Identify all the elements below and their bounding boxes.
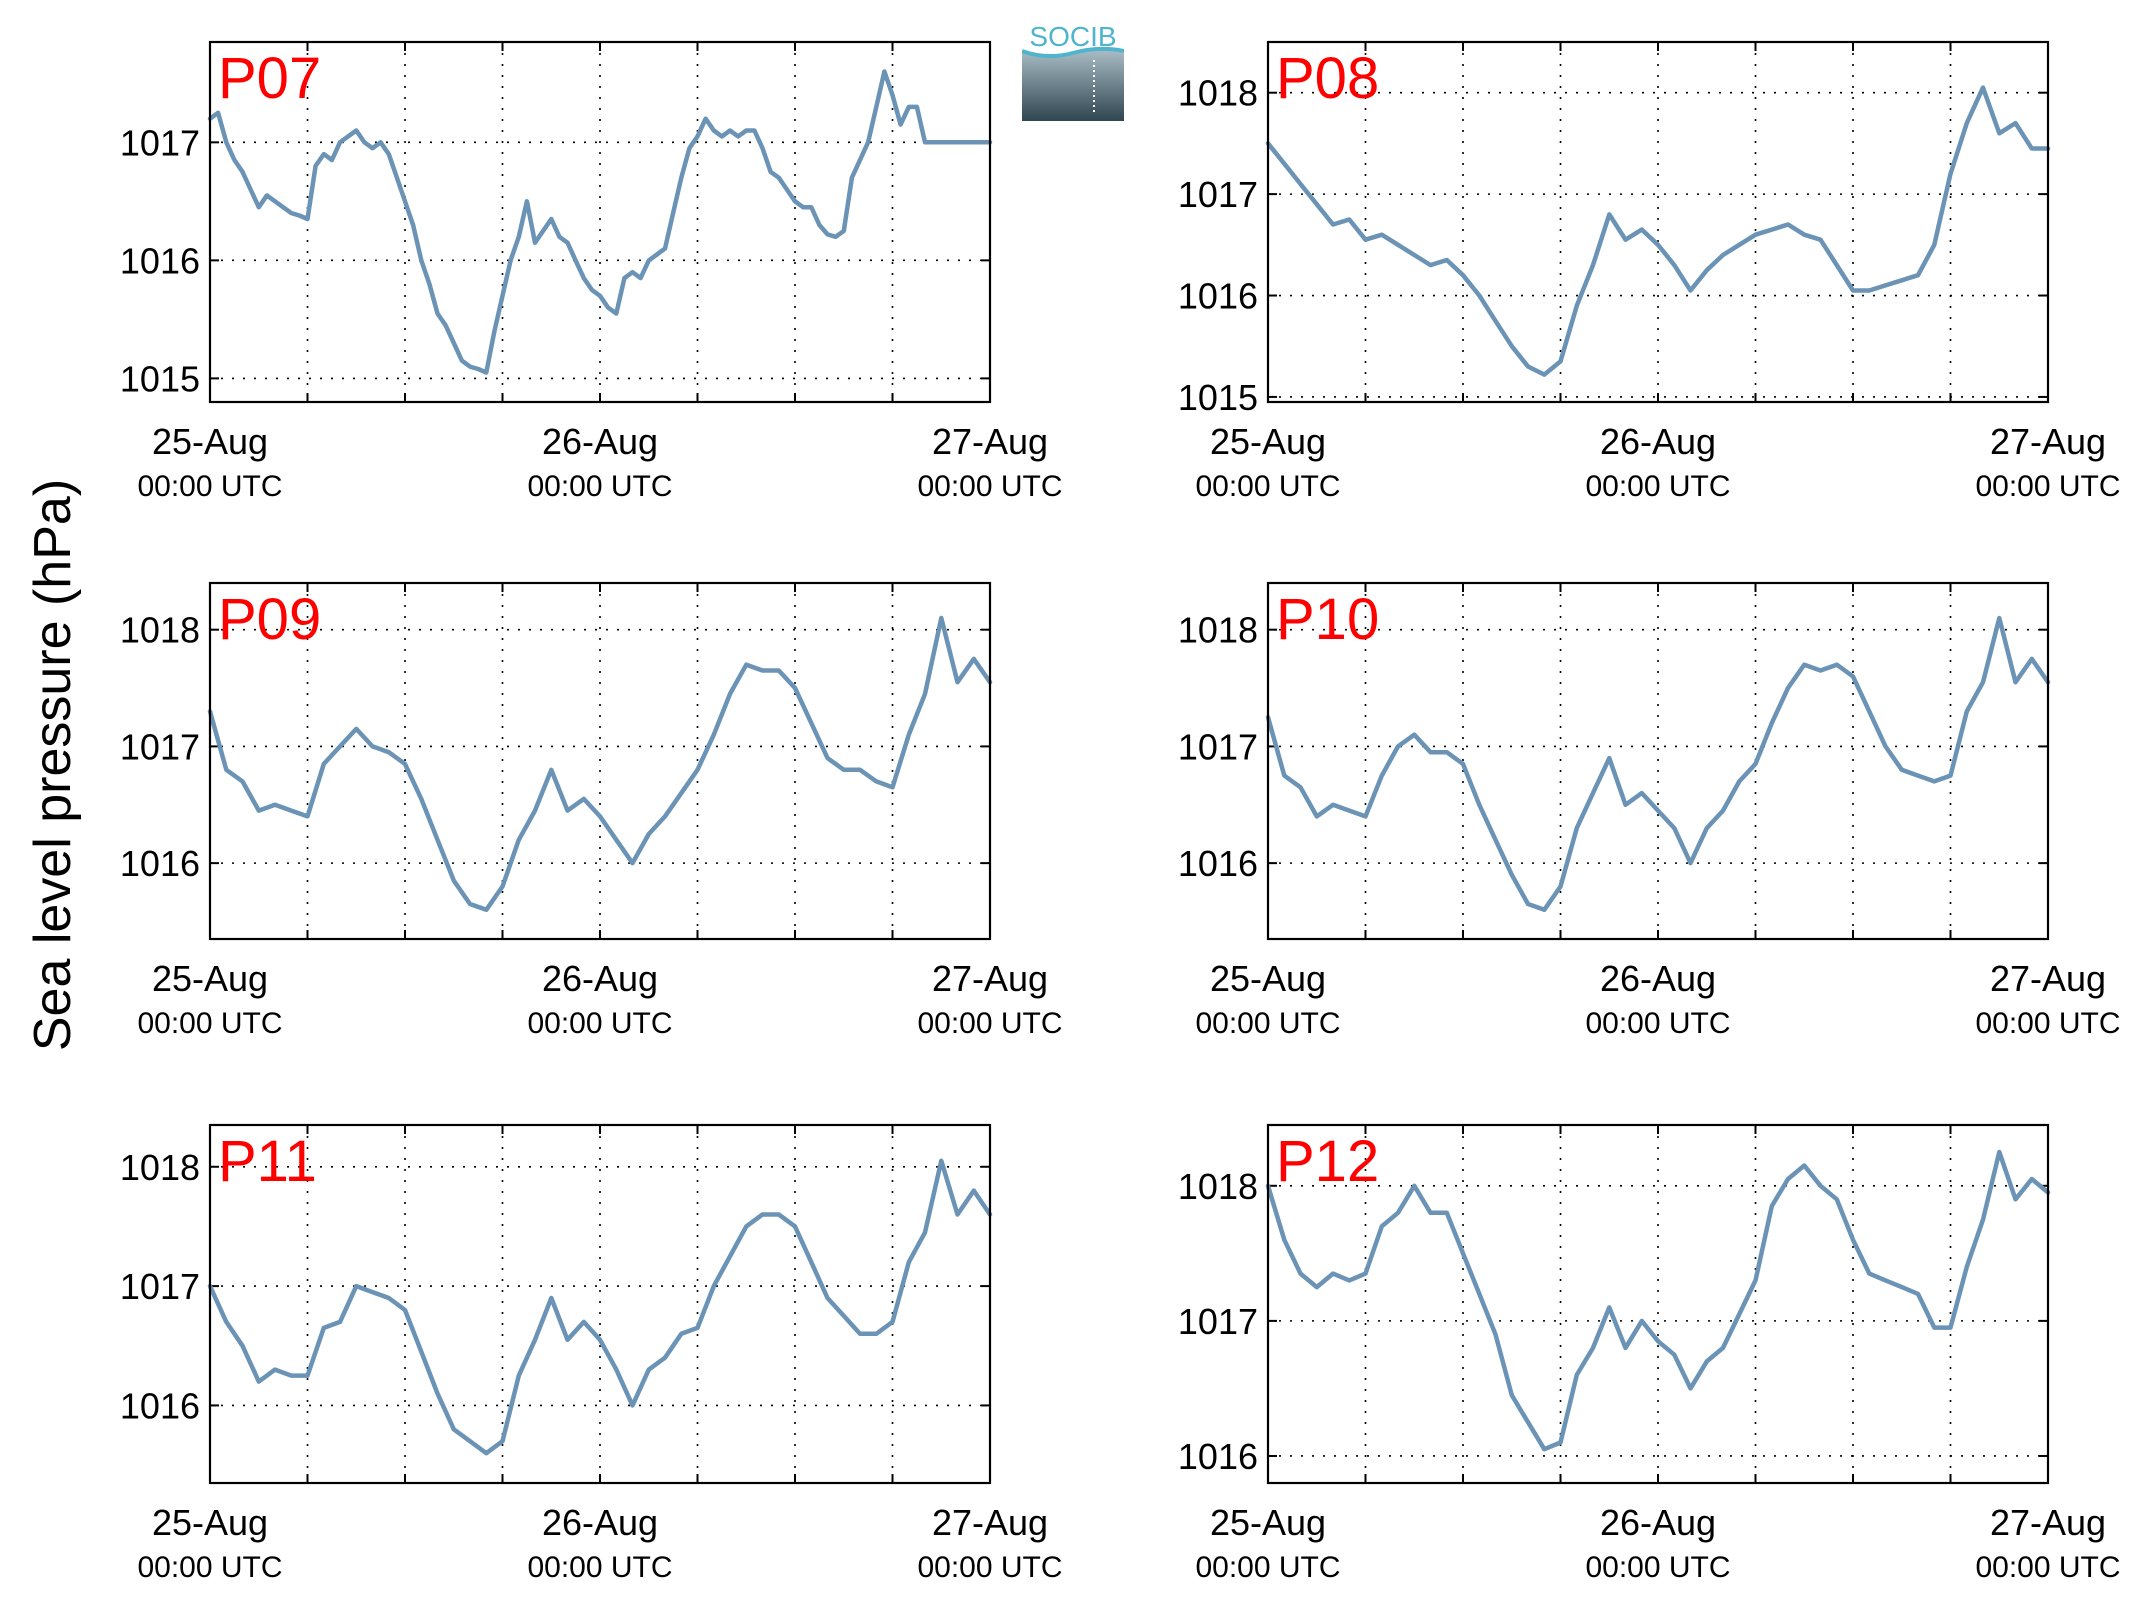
panel-p07: 1015 1016 1017 25-Aug 00:00 UTC 26-Aug 00:00 U… <box>120 40 1063 503</box>
x-tick-label-date: 26-Aug <box>1600 958 1716 999</box>
panel-p11: 1016 1017 1018 25-Aug 00:00 UTC 26-Aug 00:00 U… <box>120 1123 1063 1584</box>
x-tick-label-time: 00:00 UTC <box>917 1007 1062 1040</box>
chart-panels: 1015 1016 1017 25-Aug 00:00 UTC 26-Aug 00:00 U… <box>120 40 2121 1584</box>
y-tick-label: 1016 <box>1178 843 1258 884</box>
panel-label: P08 <box>1276 46 1379 111</box>
x-tick-label-time: 00:00 UTC <box>1975 1007 2120 1040</box>
y-tick-label: 1017 <box>120 726 200 767</box>
pressure-line-p09 <box>207 615 993 913</box>
panel-label: P09 <box>218 587 321 652</box>
x-tick-label-time: 00:00 UTC <box>1195 1007 1340 1040</box>
y-tick-label: 1016 <box>120 240 200 281</box>
axes-frame <box>1266 40 2050 404</box>
x-tick-label-time: 00:00 UTC <box>1195 470 1340 503</box>
axes-frame <box>208 581 992 941</box>
x-tick-label-date: 27-Aug <box>1990 958 2106 999</box>
y-tick-label: 1017 <box>1178 1301 1258 1342</box>
x-tick-label-date: 26-Aug <box>542 1502 658 1543</box>
y-tick-label: 1017 <box>1178 174 1258 215</box>
x-tick-label-time: 00:00 UTC <box>1975 1551 2120 1584</box>
x-tick-label-date: 27-Aug <box>932 958 1048 999</box>
x-tick-label-time: 00:00 UTC <box>527 470 672 503</box>
panel-p08: 1015 1016 1017 1018 25-Aug 00:00 UTC 26-Aug 00:… <box>1178 40 2121 503</box>
x-tick-label-time: 00:00 UTC <box>137 1007 282 1040</box>
x-tick-label-time: 00:00 UTC <box>527 1007 672 1040</box>
x-tick-label-time: 00:00 UTC <box>1585 1007 1730 1040</box>
x-tick-label-date: 26-Aug <box>542 421 658 462</box>
x-tick-label-date: 26-Aug <box>1600 421 1716 462</box>
y-tick-label: 1015 <box>120 358 200 399</box>
y-tick-label: 1016 <box>1178 276 1258 317</box>
pressure-line-p08 <box>1265 85 2051 377</box>
y-tick-label: 1016 <box>120 843 200 884</box>
y-tick-label: 1017 <box>1178 726 1258 767</box>
y-axis-label: Sea level pressure (hPa) <box>24 479 82 1051</box>
x-tick-label-date: 27-Aug <box>932 421 1048 462</box>
y-tick-label: 1018 <box>1178 73 1258 114</box>
x-tick-label-time: 00:00 UTC <box>917 470 1062 503</box>
x-tick-label-date: 25-Aug <box>1210 421 1326 462</box>
socib-logo: SOCIB <box>1022 21 1124 121</box>
axes-frame <box>1266 581 2050 941</box>
y-tick-label: 1018 <box>1178 1166 1258 1207</box>
axes-frame <box>208 1123 992 1485</box>
panel-p09: 1016 1017 1018 25-Aug 00:00 UTC 26-Aug 00:00 U… <box>120 581 1063 1040</box>
x-tick-label-date: 27-Aug <box>1990 1502 2106 1543</box>
panel-label: P12 <box>1276 1129 1379 1194</box>
x-tick-label-date: 25-Aug <box>152 958 268 999</box>
x-tick-label-date: 25-Aug <box>1210 958 1326 999</box>
x-tick-label-time: 00:00 UTC <box>1585 470 1730 503</box>
pressure-line-p11 <box>207 1158 993 1456</box>
panel-p12: 1016 1017 1018 25-Aug 00:00 UTC 26-Aug 00:00 U… <box>1178 1123 2121 1584</box>
x-tick-label-time: 00:00 UTC <box>1585 1551 1730 1584</box>
panel-label: P11 <box>218 1129 317 1194</box>
x-tick-label-time: 00:00 UTC <box>527 1551 672 1584</box>
x-tick-label-date: 25-Aug <box>152 1502 268 1543</box>
axes-frame <box>208 40 992 404</box>
panel-p10: 1016 1017 1018 25-Aug 00:00 UTC 26-Aug 00:00 U… <box>1178 581 2121 1040</box>
x-tick-label-time: 00:00 UTC <box>1975 470 2120 503</box>
x-tick-label-date: 26-Aug <box>1600 1502 1716 1543</box>
y-tick-label: 1017 <box>120 122 200 163</box>
panel-label: P07 <box>218 46 321 111</box>
y-tick-label: 1016 <box>1178 1436 1258 1477</box>
svg-text:SOCIB: SOCIB <box>1029 21 1116 52</box>
y-tick-label: 1016 <box>120 1385 200 1426</box>
pressure-line-p12 <box>1265 1149 2051 1452</box>
x-tick-label-time: 00:00 UTC <box>917 1551 1062 1584</box>
y-tick-label: 1017 <box>120 1266 200 1307</box>
y-tick-label: 1018 <box>1178 610 1258 651</box>
x-tick-label-date: 27-Aug <box>932 1502 1048 1543</box>
y-tick-label: 1015 <box>1178 377 1258 418</box>
x-tick-label-date: 27-Aug <box>1990 421 2106 462</box>
y-tick-label: 1018 <box>120 1147 200 1188</box>
y-tick-label: 1018 <box>120 610 200 651</box>
x-tick-label-time: 00:00 UTC <box>137 470 282 503</box>
axes-frame <box>1266 1123 2050 1485</box>
pressure-line-p10 <box>1265 615 2051 913</box>
panel-label: P10 <box>1276 587 1379 652</box>
x-tick-label-date: 25-Aug <box>1210 1502 1326 1543</box>
x-tick-label-date: 25-Aug <box>152 421 268 462</box>
pressure-line-p07 <box>207 69 993 375</box>
x-tick-label-date: 26-Aug <box>542 958 658 999</box>
x-tick-label-time: 00:00 UTC <box>1195 1551 1340 1584</box>
x-tick-label-time: 00:00 UTC <box>137 1551 282 1584</box>
